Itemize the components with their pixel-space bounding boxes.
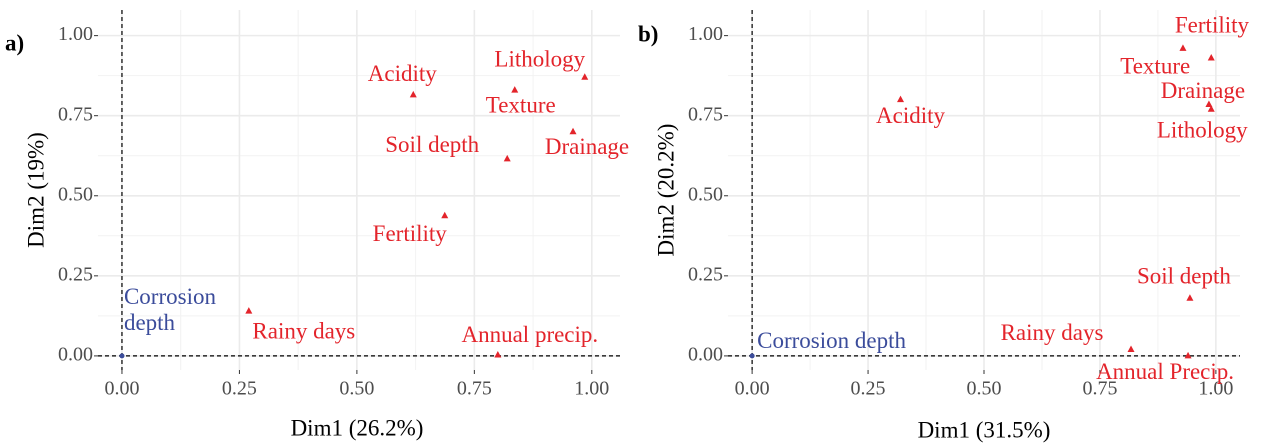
point [245,307,253,314]
y-tick-label: 1.00 [688,23,723,45]
point [1179,44,1187,51]
x-tick-label: 0.50 [339,378,374,400]
x-axis-title: Dim1 (26.2%) [291,415,424,440]
point-label: Lithology [494,47,585,72]
point [119,353,125,359]
point-label: Rainy days [1001,320,1104,345]
x-tick-label: 0.25 [851,378,886,400]
x-tick-label: 1.00 [1198,378,1233,400]
point-label: Soil depth [1137,264,1231,289]
point [503,154,511,162]
point-label: Drainage [545,134,629,159]
point-label: Annual Precip. [1096,359,1234,384]
point-label: Corrosion depth [757,328,906,353]
x-tick-label: 0.00 [735,378,770,400]
x-tick-label: 0.00 [104,378,139,400]
point [1184,351,1192,359]
point [749,353,755,359]
point-label-box: Corrosion depth [123,283,216,335]
point-label: Texture [1120,53,1190,78]
x-tick-label: 0.50 [967,378,1002,400]
point [569,127,577,135]
y-tick-label: 0.00 [58,344,93,366]
point [494,350,502,358]
y-tick-label: 0.25 [688,263,723,285]
y-tick-label: 0.75 [688,103,723,125]
y-tick-label: 0.50 [688,183,723,205]
point [409,90,417,98]
point [1186,294,1194,301]
point-label: Texture [486,92,556,117]
point [1127,345,1135,353]
y-axis-title: Dim2 (19%) [23,132,48,248]
point [1207,105,1215,112]
y-tick-label: 0.25 [58,263,93,285]
point-label: Drainage [1161,78,1245,103]
point [441,211,449,219]
y-tick-label: 1.00 [58,23,93,45]
x-tick-label: 1.00 [574,378,609,400]
point-label: Fertility [373,221,448,246]
panel-tag: b) [638,21,658,46]
point-label: Annual precip. [461,322,598,347]
x-tick-label: 0.25 [222,378,257,400]
y-tick-label: 0.50 [58,183,93,205]
point-label: Soil depth [385,132,479,157]
y-tick-label: 0.00 [688,344,723,366]
point [1205,100,1213,107]
point [511,86,519,93]
point-label: Lithology [1157,118,1248,143]
y-axis-title: Dim2 (20.2%) [653,124,678,257]
point-label: Acidity [368,61,437,86]
point [1207,54,1215,61]
point-label: Corrosion depth [123,283,216,335]
point [581,73,589,80]
panel-tag: a) [5,30,24,55]
point-label: Fertility [1175,13,1250,38]
point-label: Acidity [876,103,945,128]
x-tick-label: 0.75 [457,378,492,400]
y-tick-label: 0.75 [58,103,93,125]
point [897,95,905,103]
point-label: Rainy days [252,318,355,343]
x-axis-title: Dim1 (31.5%) [918,417,1051,442]
x-tick-label: 0.75 [1082,378,1117,400]
